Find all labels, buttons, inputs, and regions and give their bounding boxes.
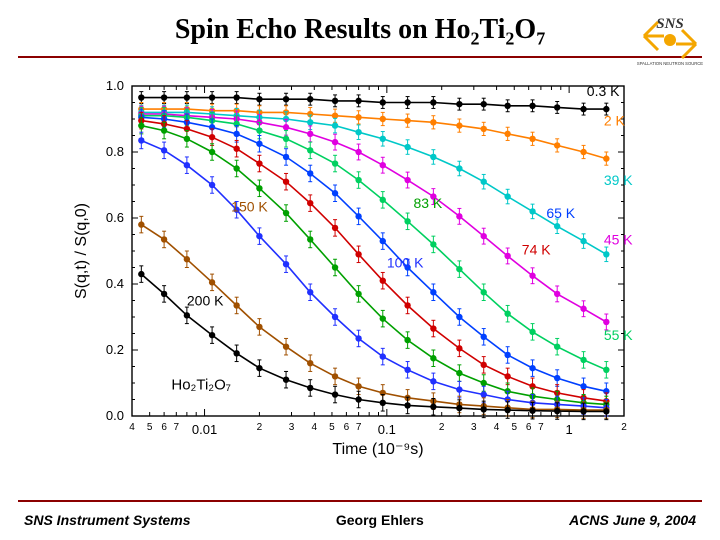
svg-text:0.2: 0.2 <box>106 342 124 357</box>
svg-text:5: 5 <box>329 422 335 433</box>
svg-text:4: 4 <box>312 422 318 433</box>
svg-text:SPALLATION NEUTRON SOURCE: SPALLATION NEUTRON SOURCE <box>637 61 703 66</box>
title-underline <box>18 56 702 58</box>
svg-text:200 K: 200 K <box>187 292 224 308</box>
footer-right: ACNS June 9, 2004 <box>569 512 696 528</box>
svg-text:1: 1 <box>566 422 573 437</box>
svg-text:2 K: 2 K <box>604 113 626 129</box>
svg-text:3: 3 <box>471 422 477 433</box>
svg-text:0.01: 0.01 <box>192 422 217 437</box>
svg-text:1.0: 1.0 <box>106 78 124 93</box>
svg-text:0.3 K: 0.3 K <box>587 83 620 99</box>
svg-text:55 K: 55 K <box>604 327 633 343</box>
svg-text:83 K: 83 K <box>413 195 442 211</box>
svg-text:SNS: SNS <box>656 16 684 32</box>
svg-text:2: 2 <box>439 422 445 433</box>
svg-text:0.0: 0.0 <box>106 408 124 423</box>
svg-text:S(q,t) / S(q,0): S(q,t) / S(q,0) <box>73 203 90 299</box>
footer-line <box>18 500 702 502</box>
svg-text:39 K: 39 K <box>604 172 633 188</box>
svg-text:7: 7 <box>538 422 544 433</box>
svg-text:Time (10⁻⁹s): Time (10⁻⁹s) <box>332 441 423 458</box>
svg-text:7: 7 <box>356 422 362 433</box>
svg-text:3: 3 <box>289 422 295 433</box>
svg-text:0.1: 0.1 <box>378 422 396 437</box>
svg-text:5: 5 <box>147 422 153 433</box>
slide-title: Spin Echo Results on Ho2Ti2O7 <box>175 14 545 45</box>
svg-text:2: 2 <box>257 422 263 433</box>
svg-text:6: 6 <box>526 422 532 433</box>
svg-text:Ho₂Ti₂O₇: Ho₂Ti₂O₇ <box>171 377 231 394</box>
svg-text:45 K: 45 K <box>604 231 633 247</box>
svg-text:4: 4 <box>129 422 135 433</box>
footer-left: SNS Instrument Systems <box>24 512 191 528</box>
svg-text:4: 4 <box>494 422 500 433</box>
sns-logo: SNS SPALLATION NEUTRON SOURCE <box>634 10 706 70</box>
svg-text:5: 5 <box>511 422 517 433</box>
svg-text:0.4: 0.4 <box>106 276 124 291</box>
footer-center: Georg Ehlers <box>336 512 424 528</box>
svg-text:65 K: 65 K <box>546 205 575 221</box>
svg-text:150 K: 150 K <box>231 198 268 214</box>
svg-text:0.6: 0.6 <box>106 210 124 225</box>
spin-echo-chart: 0.00.20.40.60.81.00.010.1145672345672345… <box>60 72 660 468</box>
svg-text:100 K: 100 K <box>387 255 424 271</box>
svg-text:74 K: 74 K <box>522 241 551 257</box>
svg-text:6: 6 <box>161 422 167 433</box>
svg-text:7: 7 <box>174 422 180 433</box>
svg-text:2: 2 <box>621 422 627 433</box>
svg-text:6: 6 <box>344 422 350 433</box>
svg-text:0.8: 0.8 <box>106 144 124 159</box>
